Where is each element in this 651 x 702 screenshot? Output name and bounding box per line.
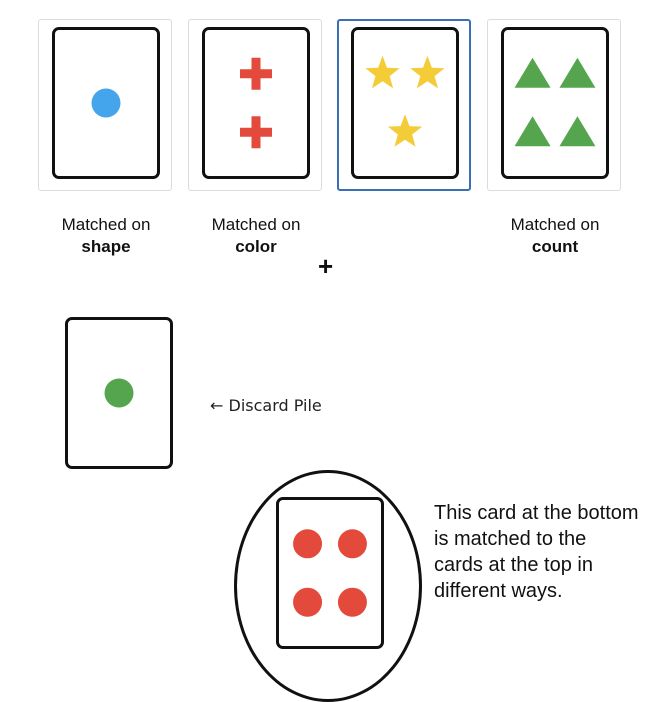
- circle-symbol: [91, 88, 121, 118]
- match-label-line1: Matched on: [61, 215, 151, 234]
- match-label-attribute: color: [235, 237, 277, 256]
- match-label-color: Matched on color: [191, 214, 321, 258]
- match-label-attribute: shape: [81, 237, 131, 256]
- star-symbol: [410, 55, 445, 89]
- cross-symbol: [240, 57, 272, 90]
- card-face: [91, 88, 121, 118]
- circle-symbol: [293, 587, 323, 617]
- card-face: [514, 57, 596, 147]
- card-face: [240, 57, 272, 149]
- card-face: [104, 378, 134, 408]
- discard-pile-label: ← Discard Pile: [210, 396, 322, 415]
- match-label-shape: Matched on shape: [41, 214, 171, 258]
- match-label-line1: Matched on: [510, 215, 600, 234]
- match-label-attribute: count: [531, 237, 579, 256]
- top-card-3[interactable]: [351, 27, 459, 179]
- circle-symbol: [337, 529, 367, 559]
- card-slot-1[interactable]: [38, 19, 172, 191]
- star-symbol: [365, 55, 400, 89]
- top-card-4[interactable]: [501, 27, 609, 179]
- circle-symbol: [293, 529, 323, 559]
- match-label-line1: Matched on: [211, 215, 301, 234]
- explanation-text: This card at the bottom is matched to th…: [434, 502, 639, 602]
- card-slot-2[interactable]: [188, 19, 322, 191]
- triangle-symbol: [514, 57, 551, 88]
- card-face: [365, 55, 445, 147]
- plus-sign: +: [318, 251, 334, 281]
- top-card-2[interactable]: [202, 27, 310, 179]
- card-slot-4[interactable]: [487, 19, 621, 191]
- circle-symbol: [104, 378, 134, 408]
- card-face: [293, 529, 367, 617]
- star-symbol: [387, 114, 423, 147]
- top-card-1[interactable]: [52, 27, 160, 179]
- discard-pile-card[interactable]: [65, 317, 173, 469]
- triangle-symbol: [514, 116, 551, 147]
- circle-symbol: [337, 587, 367, 617]
- triangle-symbol: [559, 116, 596, 147]
- card-slot-3[interactable]: [337, 19, 471, 191]
- bottom-card[interactable]: [276, 497, 384, 649]
- cross-symbol: [240, 116, 272, 149]
- match-label-count: Matched on count: [490, 214, 620, 258]
- triangle-symbol: [559, 57, 596, 88]
